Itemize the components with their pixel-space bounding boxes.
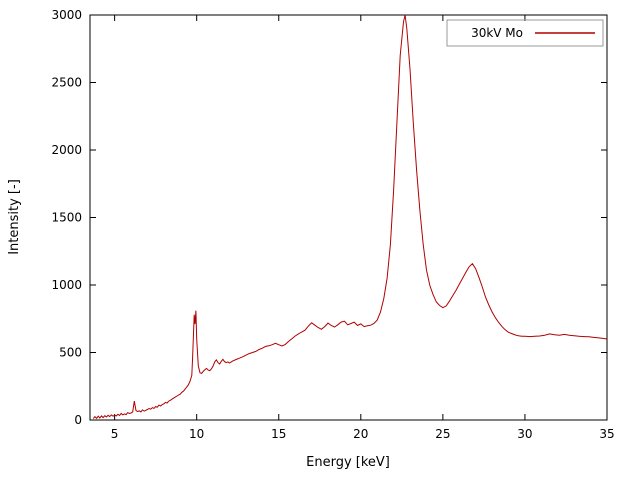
x-tick-label: 5: [111, 427, 119, 441]
x-tick-label: 10: [189, 427, 204, 441]
axis-ticks: [90, 14, 608, 421]
data-series: [92, 14, 608, 420]
x-tick-label: 15: [271, 427, 286, 441]
legend-label: 30kV Mo: [471, 26, 523, 40]
axis-tick-labels: 5 10 15 20 25 30 35 0 500 1000 1500 2000 2500 3000: [51, 8, 614, 441]
x-axis-label: Energy [keV]: [306, 455, 390, 470]
y-axis-label: Intensity [-]: [7, 179, 22, 255]
legend-box: [446, 19, 604, 47]
y-tick-label: 1000: [51, 278, 82, 292]
y-tick-label: 2000: [51, 143, 82, 157]
x-tick-label: 35: [599, 427, 614, 441]
x-tick-label: 25: [435, 427, 450, 441]
x-tick-label: 20: [353, 427, 368, 441]
series-line: [92, 14, 608, 420]
x-tick-label: 30: [517, 427, 532, 441]
plot-area-border: [89, 14, 608, 421]
legend: 30kV Mo: [446, 19, 604, 47]
y-tick-label: 500: [59, 346, 82, 360]
y-tick-label: 3000: [51, 8, 82, 22]
y-tick-label: 0: [74, 413, 82, 427]
y-tick-label: 2500: [51, 76, 82, 90]
y-tick-label: 1500: [51, 211, 82, 225]
